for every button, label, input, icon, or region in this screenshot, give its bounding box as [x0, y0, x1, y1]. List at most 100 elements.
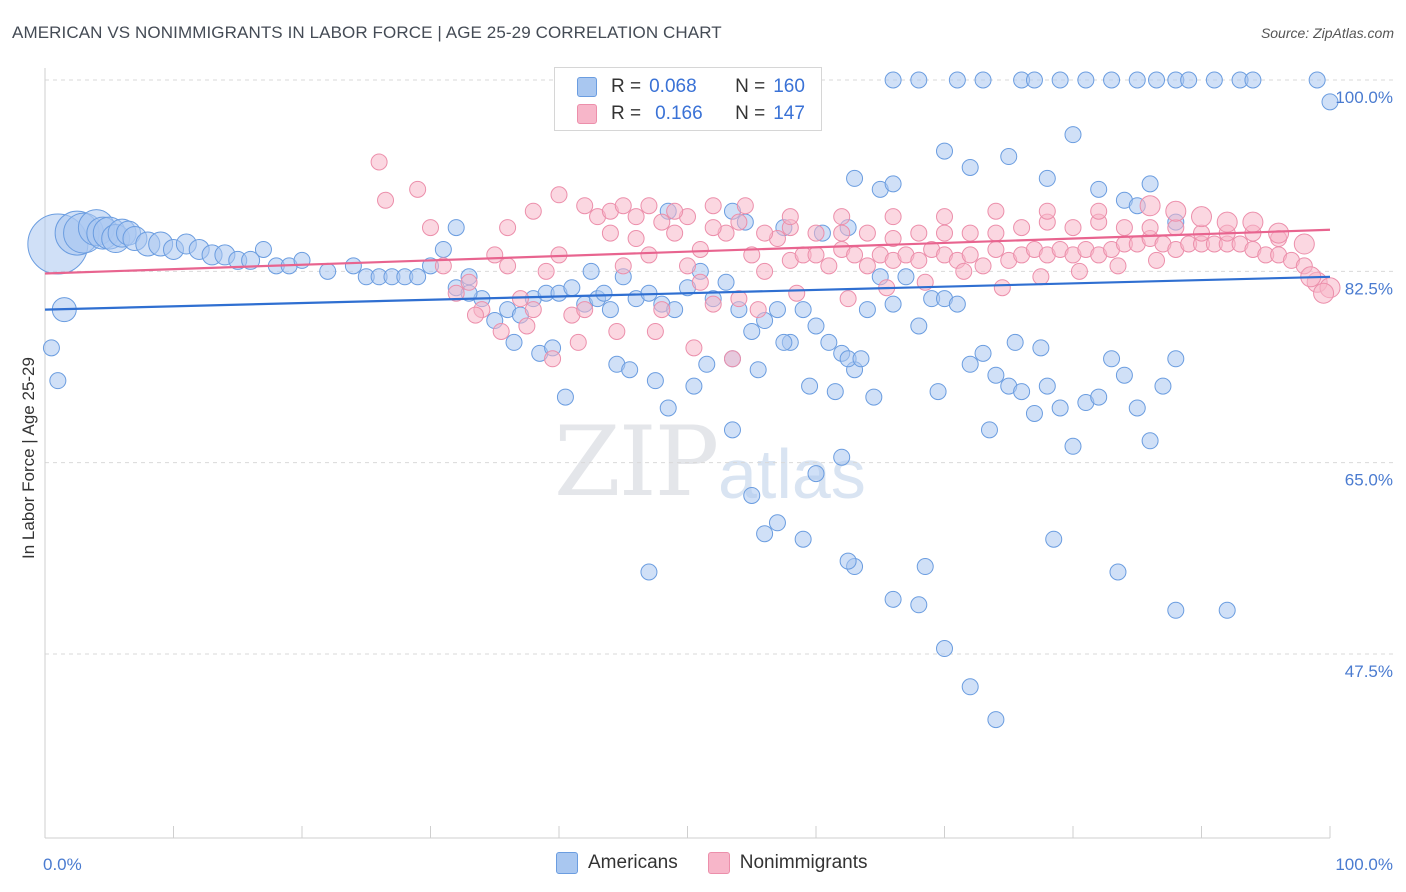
americans-point	[723, 421, 741, 439]
nonimmigrants-point	[723, 350, 741, 368]
nonimmigrants-point	[640, 246, 658, 264]
nonimmigrants-point	[839, 290, 857, 308]
nonimmigrants-point	[653, 301, 671, 319]
americans-point	[1141, 432, 1159, 450]
nonimmigrants-point	[614, 197, 632, 215]
americans-point	[1128, 399, 1146, 417]
nonimmigrants-point	[460, 273, 478, 291]
americans-point	[794, 301, 812, 319]
americans-point	[910, 596, 928, 614]
nonimmigrants-point	[666, 224, 684, 242]
nonimmigrants-swatch	[707, 852, 730, 874]
nonimmigrants-point	[987, 202, 1005, 220]
y-tick-label: 65.0%	[1345, 471, 1393, 490]
nonimmigrants-point	[910, 251, 928, 269]
americans-point	[344, 257, 362, 275]
americans-point	[1064, 126, 1082, 144]
nonimmigrants-point	[1032, 268, 1050, 286]
nonimmigrants-point	[1115, 219, 1133, 237]
nonimmigrants-point	[679, 257, 696, 275]
nonimmigrants-point	[1167, 219, 1185, 237]
legend-r-label: R =	[611, 103, 642, 124]
americans-point	[1090, 180, 1108, 198]
nonimmigrants-point	[1293, 233, 1315, 255]
nonimmigrants-point	[1090, 202, 1108, 220]
nonimmigrants-point	[492, 322, 510, 340]
americans-point	[1032, 339, 1050, 357]
americans-point	[1025, 404, 1043, 422]
americans-point	[1051, 71, 1069, 89]
nonimmigrants-point	[987, 224, 1005, 242]
americans-point	[241, 250, 261, 270]
nonimmigrants-point	[447, 284, 465, 302]
americans-point	[1167, 601, 1185, 619]
nonimmigrants-point	[666, 202, 684, 220]
nonimmigrants-point	[781, 208, 799, 226]
nonimmigrants-point	[524, 301, 542, 319]
americans-point	[910, 71, 928, 89]
americans-point	[685, 377, 703, 395]
nonimmigrants-point	[499, 257, 517, 275]
americans-point	[1148, 71, 1166, 89]
legend-row-nonimmigrants: R = 0.166 N = 147	[577, 101, 805, 127]
nonimmigrants-point	[756, 224, 774, 242]
nonimmigrants-point	[614, 257, 632, 275]
americans-point	[846, 169, 864, 187]
nonimmigrants-point	[1139, 195, 1161, 217]
americans-point	[807, 465, 825, 483]
nonimmigrants-point	[646, 322, 664, 340]
americans-point	[987, 366, 1005, 384]
nonimmigrants-point	[1148, 251, 1166, 269]
americans-point	[897, 268, 915, 286]
americans-point	[1115, 366, 1133, 384]
americans-point	[936, 640, 953, 658]
watermark-zip: ZIP	[554, 406, 719, 518]
americans-point	[621, 361, 639, 379]
legend-item-americans[interactable]: Americans	[556, 852, 678, 874]
nonimmigrants-point	[756, 262, 774, 280]
americans-point	[1141, 175, 1159, 193]
americans-point	[916, 558, 934, 576]
americans-point	[839, 552, 857, 570]
americans-point	[447, 219, 465, 237]
americans-point	[1077, 71, 1095, 89]
americans-point	[1167, 350, 1185, 368]
series-legend: Americans Nonimmigrants	[556, 852, 898, 874]
americans-point	[1038, 377, 1056, 395]
legend-row-americans: R = 0.068 N = 160	[577, 74, 805, 100]
nonimmigrants-point	[544, 350, 562, 368]
americans-point	[807, 317, 825, 335]
y-tick-label: 100.0%	[1335, 88, 1393, 107]
correlation-legend: R = 0.068 N = 160 R = 0.166 N = 147	[554, 67, 822, 131]
nonimmigrants-point	[961, 246, 979, 264]
americans-point	[659, 399, 677, 417]
americans-point	[1205, 71, 1223, 89]
legend-item-nonimmigrants[interactable]: Nonimmigrants	[707, 852, 868, 874]
nonimmigrants-point	[1313, 282, 1335, 304]
nonimmigrants-point	[833, 224, 851, 242]
nonimmigrants-point	[486, 246, 504, 264]
americans-point	[768, 514, 786, 532]
x-tick-label-max: 100.0%	[1335, 855, 1393, 874]
americans-point	[1154, 377, 1172, 395]
nonimmigrants-point	[466, 306, 484, 324]
nonimmigrants-point	[993, 279, 1011, 297]
americans-point	[582, 262, 600, 280]
nonimmigrants-point	[936, 208, 953, 226]
nonimmigrants-point	[858, 224, 876, 242]
nonimmigrants-point	[884, 208, 902, 226]
americans-point	[980, 421, 998, 439]
nonimmigrants-point	[704, 295, 722, 313]
nonimmigrants-point	[910, 224, 928, 242]
nonimmigrants-point	[370, 153, 388, 171]
americans-point	[974, 71, 992, 89]
americans-point	[948, 295, 966, 313]
nonimmigrants-point	[704, 219, 722, 237]
americans-point	[42, 339, 60, 357]
americans-point	[640, 563, 658, 581]
americans-point	[884, 590, 902, 608]
nonimmigrants-point	[974, 257, 992, 275]
trend-lines	[44, 228, 1331, 311]
legend-n-label: N =	[735, 76, 766, 97]
